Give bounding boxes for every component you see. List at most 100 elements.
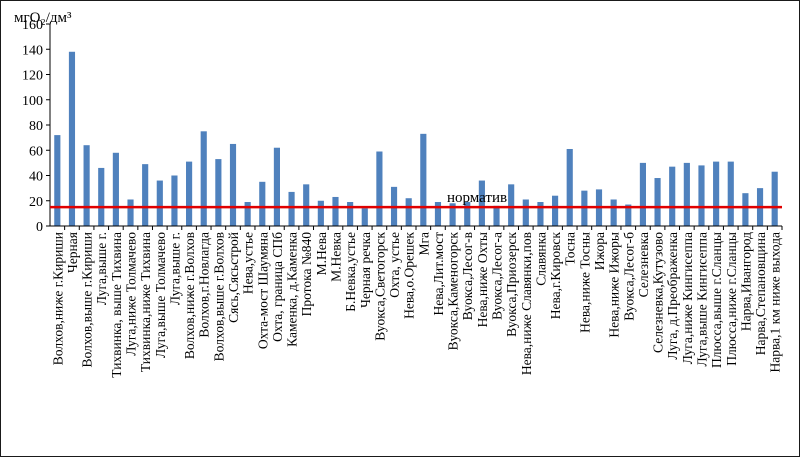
x-tick-label: Мга [416, 232, 431, 256]
x-tick-label: Нева,ниже Охты [475, 232, 490, 327]
x-tick-label: Охта-мост Шаумяна [255, 232, 270, 349]
bar [361, 208, 368, 226]
bar [273, 147, 280, 226]
bar [625, 204, 632, 226]
bar [581, 190, 588, 226]
x-tick-label: Плюсса,выше г.Сланцы [709, 232, 724, 368]
x-tick-label: Волхов,г.Новлагда [197, 232, 212, 338]
x-tick-label: Сясь,Сясьстрой [226, 232, 241, 323]
x-tick-label: Луга, д.Преображенка [665, 232, 680, 360]
x-tick-label: Нарва,1 км ниже выхода [768, 232, 783, 373]
bar [347, 202, 354, 226]
bar [127, 199, 134, 226]
bar [98, 167, 105, 226]
bar [522, 199, 529, 226]
bar [288, 191, 295, 226]
x-tick-label: Волхов,ниже г.Волхов [182, 232, 197, 359]
x-tick-label: Тосна [563, 232, 578, 266]
x-tick-label: М.Невка [328, 232, 343, 282]
bar [376, 151, 383, 226]
bar [54, 135, 61, 226]
x-tick-label: Нева,Лит.мост [431, 232, 446, 316]
y-axis: 0 20 40 60 80 100 120 140 160 [22, 18, 51, 235]
x-tick-label: Вуокса,Каменогорск [446, 232, 461, 351]
bar [537, 202, 544, 226]
x-axis: Волхов,ниже г.Кириши Черная Волхов,выше г.… [50, 225, 783, 378]
bar [464, 202, 471, 226]
y-tick-label: 160 [22, 18, 43, 33]
y-axis-label: мгO₂/дм³ [14, 10, 72, 26]
bar [229, 143, 237, 226]
x-tick-label: Славянка [533, 232, 548, 286]
bar [303, 184, 310, 226]
x-tick-label: Луга,ниже Кингисеппа [680, 232, 695, 364]
bar [493, 205, 500, 226]
norm-line-group: норматив [50, 190, 782, 209]
x-tick-label: Нева,ниже Тосны [577, 232, 592, 333]
x-tick-label: Волхов,выше г.Кириши [80, 232, 95, 367]
bar [683, 162, 690, 227]
y-tick-label: 20 [29, 195, 43, 210]
y-tick-label: 0 [36, 220, 43, 235]
x-tick-label: Нарва,Ивангород [738, 232, 753, 331]
bar [259, 181, 266, 226]
bar [742, 193, 749, 226]
x-tick-label: Луга,ниже Толмачево [124, 232, 139, 356]
bar [317, 200, 324, 226]
bar [713, 161, 720, 226]
y-tick-label: 80 [29, 119, 43, 134]
bar [771, 171, 778, 226]
x-tick-label: Вуокса,Лесог-а [490, 232, 505, 320]
bar [186, 161, 193, 226]
x-tick-label: Нева,г.Кировск [548, 232, 563, 320]
x-tick-label: Нева,ниже Ижоры [607, 232, 622, 338]
bar [478, 180, 485, 226]
x-tick-label: Нева,ниже Славянки,пов [519, 232, 534, 375]
y-tick-label: 60 [29, 144, 43, 159]
x-tick-label: Луга,выше г. [167, 232, 182, 305]
x-tick-label: Тихвинка,ниже Тихвина [138, 232, 153, 372]
bar [727, 161, 734, 226]
x-tick-label: Селезневка,Кутузово [651, 232, 666, 353]
x-tick-label: Охта, устье [387, 232, 402, 298]
x-tick-label: Ижора [592, 232, 607, 270]
x-tick-label: Б.Невка,устье [343, 232, 358, 312]
y-tick-label: 140 [22, 43, 43, 58]
x-tick-label: Нева,о.Орешек [402, 232, 417, 319]
x-tick-label: Волхов,ниже г.Кириши [50, 232, 65, 365]
x-tick-label: Черная речка [358, 232, 373, 308]
bar [112, 152, 119, 226]
bars [54, 51, 778, 227]
x-tick-label: Селезневка [636, 232, 651, 297]
y-tick-label: 120 [22, 69, 43, 84]
bar [405, 198, 412, 226]
bar [156, 180, 163, 226]
bar [68, 51, 76, 226]
bar [566, 148, 573, 226]
bar [654, 178, 661, 226]
x-tick-label: Черная [65, 232, 80, 273]
bar [698, 165, 705, 226]
x-tick-label: М.Нева [314, 232, 329, 275]
norm-label: норматив [447, 190, 507, 206]
x-tick-label: Нева,устье [241, 232, 256, 294]
x-tick-label: Луга,выше г. [94, 232, 109, 305]
bar [420, 133, 427, 226]
x-tick-label: Луга,выше Толмачево [153, 232, 168, 358]
bar [508, 184, 515, 226]
x-tick-label: Охта, граница СПб [270, 232, 285, 342]
x-tick-label: Протока №840 [299, 232, 314, 317]
bar [200, 131, 207, 226]
bar [434, 202, 442, 226]
x-tick-label: Волхов,выше г.Волхов [211, 232, 226, 361]
x-tick-label: Вуокса,Приозерск [504, 232, 519, 337]
bar [142, 164, 149, 226]
y-tick-label: 40 [29, 170, 43, 185]
bar [639, 162, 646, 227]
x-tick-label: Нарва,Степановщина [753, 232, 768, 355]
bar [171, 175, 178, 226]
x-tick-label: Каменка, д.Каменка [285, 232, 300, 347]
bar [83, 145, 90, 226]
bar [669, 166, 676, 226]
